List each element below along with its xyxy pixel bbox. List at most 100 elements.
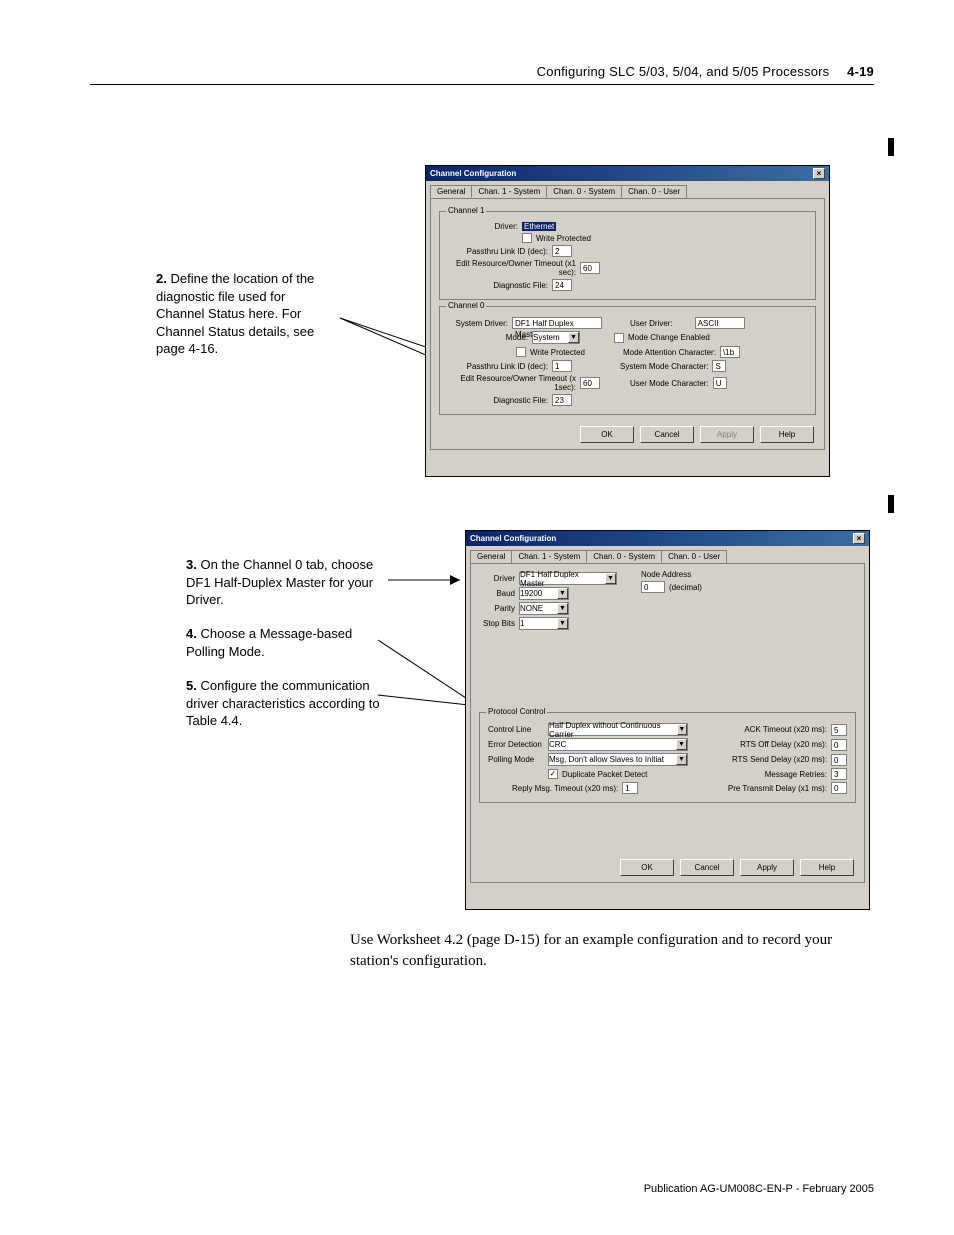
ok-button[interactable]: OK [580, 426, 634, 443]
diag-label: Diagnostic File: [448, 281, 548, 290]
control-line-select[interactable]: Half Duplex without Continuous Carrier▼ [548, 723, 688, 736]
driver-label: Driver [479, 574, 515, 583]
apply-button[interactable]: Apply [740, 859, 794, 876]
reply-timeout-input[interactable]: 1 [622, 782, 638, 794]
stopbits-label: Stop Bits [479, 619, 515, 628]
timeout-label: Edit Resource/Owner Timeout (x1 sec): [448, 259, 576, 277]
ok-button[interactable]: OK [620, 859, 674, 876]
tab-chan0-system[interactable]: Chan. 0 - System [586, 550, 662, 563]
error-detection-label: Error Detection [488, 740, 544, 749]
dialog-titlebar: Channel Configuration × [426, 166, 829, 181]
pre-transmit-label: Pre Transmit Delay (x1 ms): [728, 784, 827, 793]
duplicate-packet-label: Duplicate Packet Detect [562, 770, 647, 779]
parity-label: Parity [479, 604, 515, 613]
ack-timeout-input[interactable]: 5 [831, 724, 847, 736]
reply-timeout-label: Reply Msg. Timeout (x20 ms): [512, 784, 618, 793]
dialog-title: Channel Configuration [430, 169, 516, 178]
change-bar-icon [888, 495, 894, 513]
node-address-label: Node Address [641, 570, 702, 579]
modeattn-input[interactable]: \1b [720, 346, 740, 358]
page-header: Configuring SLC 5/03, 5/04, and 5/05 Pro… [537, 64, 874, 79]
tab-strip: General Chan. 1 - System Chan. 0 - Syste… [426, 181, 829, 198]
rts-send-input[interactable]: 0 [831, 754, 847, 766]
rts-send-label: RTS Send Delay (x20 ms): [732, 755, 827, 764]
dialog-titlebar: Channel Configuration × [466, 531, 869, 546]
modechange-checkbox[interactable] [614, 333, 624, 343]
channel-1-group: Channel 1 Driver: Ethernet Write Protect… [439, 211, 816, 300]
tab-content: Driver DF1 Half Duplex Master▼ Baud 1920… [470, 563, 865, 883]
body-paragraph: Use Worksheet 4.2 (page D-15) for an exa… [350, 930, 864, 972]
help-button[interactable]: Help [800, 859, 854, 876]
duplicate-packet-checkbox[interactable]: ✓ [548, 769, 558, 779]
tab-content: Channel 1 Driver: Ethernet Write Protect… [430, 198, 825, 450]
close-icon[interactable]: × [813, 168, 825, 179]
usermode-input[interactable]: U [713, 377, 727, 389]
modechange-label: Mode Change Enabled [628, 333, 710, 342]
page-footer: Publication AG-UM008C-EN-P - February 20… [644, 1183, 874, 1195]
tab-chan0-user[interactable]: Chan. 0 - User [621, 185, 687, 198]
write-protected-label: Write Protected [536, 234, 591, 243]
message-retries-label: Message Retries: [765, 770, 827, 779]
tab-chan0-system[interactable]: Chan. 0 - System [546, 185, 622, 198]
error-detection-select[interactable]: CRC▼ [548, 738, 688, 751]
step-3-text: 3. On the Channel 0 tab, choose DF1 Half… [186, 556, 386, 609]
diag-input[interactable]: 23 [552, 394, 572, 406]
passthru-label: Passthru Link ID (dec): [448, 362, 548, 371]
protocol-control-group: Protocol Control Control Line Half Duple… [479, 712, 856, 803]
channel-config-dialog-1: Channel Configuration × General Chan. 1 … [425, 165, 830, 477]
passthru-input[interactable]: 2 [552, 245, 572, 257]
rts-off-label: RTS Off Delay (x20 ms): [740, 740, 827, 749]
tab-general[interactable]: General [470, 550, 512, 563]
baud-select[interactable]: 19200▼ [519, 587, 569, 600]
step-2-text: 2. Define the location of the diagnostic… [156, 270, 336, 358]
node-address-unit: (decimal) [669, 583, 702, 592]
timeout-input[interactable]: 60 [580, 377, 600, 389]
rts-off-input[interactable]: 0 [831, 739, 847, 751]
dialog-buttons: OK Cancel Apply Help [620, 859, 854, 876]
sysmode-label: System Mode Character: [620, 362, 708, 371]
stopbits-select[interactable]: 1▼ [519, 617, 569, 630]
apply-button[interactable]: Apply [700, 426, 754, 443]
parity-select[interactable]: NONE▼ [519, 602, 569, 615]
tab-chan1-system[interactable]: Chan. 1 - System [511, 550, 587, 563]
step-5-text: 5. Configure the communication driver ch… [186, 677, 386, 730]
baud-label: Baud [479, 589, 515, 598]
help-button[interactable]: Help [760, 426, 814, 443]
diag-input[interactable]: 24 [552, 279, 572, 291]
node-address-input[interactable]: 0 [641, 581, 665, 593]
userdriver-input[interactable]: ASCII [695, 317, 745, 329]
tab-chan0-user[interactable]: Chan. 0 - User [661, 550, 727, 563]
dialog-title: Channel Configuration [470, 534, 556, 543]
cancel-button[interactable]: Cancel [640, 426, 694, 443]
mode-select[interactable]: System▼ [532, 331, 580, 344]
header-rule [90, 84, 874, 85]
sysdriver-label: System Driver: [448, 319, 508, 328]
ack-timeout-label: ACK Timeout (x20 ms): [744, 725, 827, 734]
passthru-label: Passthru Link ID (dec): [448, 247, 548, 256]
timeout-input[interactable]: 60 [580, 262, 600, 274]
pre-transmit-input[interactable]: 0 [831, 782, 847, 794]
tab-chan1-system[interactable]: Chan. 1 - System [471, 185, 547, 198]
driver-value: Ethernet [522, 222, 556, 231]
polling-mode-select[interactable]: Msg, Don't allow Slaves to Initiat▼ [548, 753, 688, 766]
write-protected-checkbox[interactable] [522, 233, 532, 243]
tab-strip: General Chan. 1 - System Chan. 0 - Syste… [466, 546, 869, 563]
mode-label: Mode: [448, 333, 528, 342]
control-line-label: Control Line [488, 725, 544, 734]
tab-general[interactable]: General [430, 185, 472, 198]
modeattn-label: Mode Attention Character: [623, 348, 716, 357]
write-protected-checkbox[interactable] [516, 347, 526, 357]
cancel-button[interactable]: Cancel [680, 859, 734, 876]
sysmode-input[interactable]: S [712, 360, 726, 372]
channel-0-group: Channel 0 System Driver: DF1 Half Duplex… [439, 306, 816, 415]
step-4-text: 4. Choose a Message-based Polling Mode. [186, 625, 386, 660]
driver-select[interactable]: DF1 Half Duplex Master▼ [519, 572, 617, 585]
sysdriver-input[interactable]: DF1 Half Duplex Master [512, 317, 602, 329]
close-icon[interactable]: × [853, 533, 865, 544]
message-retries-input[interactable]: 3 [831, 768, 847, 780]
passthru-input[interactable]: 1 [552, 360, 572, 372]
page-number: 4-19 [847, 64, 874, 79]
change-bar-icon [888, 138, 894, 156]
write-protected-label: Write Protected [530, 348, 585, 357]
timeout-label: Edit Resource/Owner Timeout (x 1sec): [448, 374, 576, 392]
